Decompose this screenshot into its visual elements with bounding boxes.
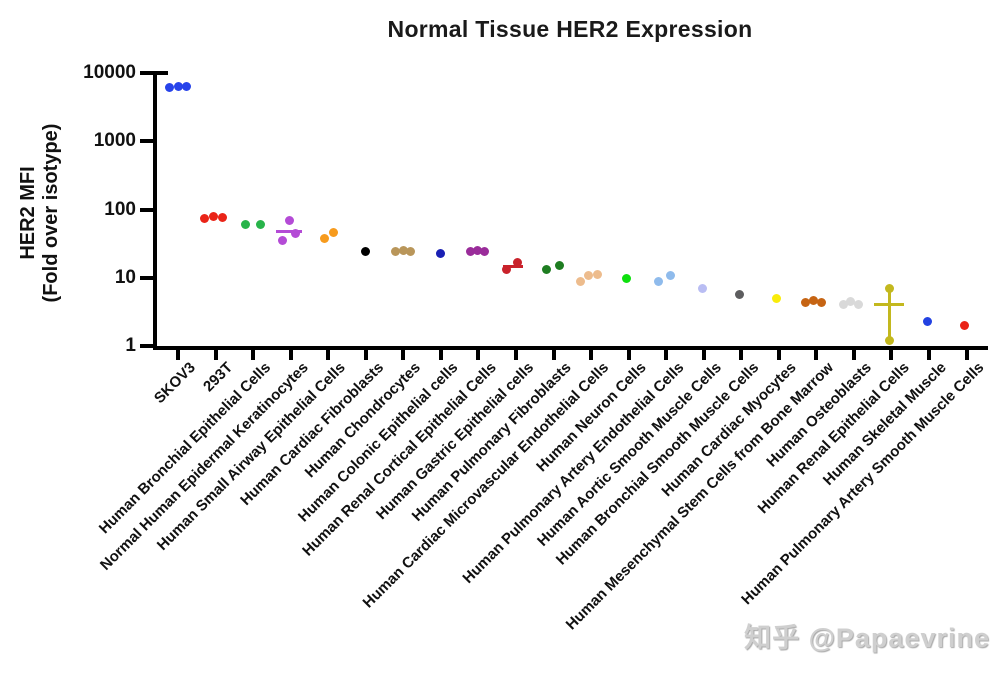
data-point (173, 81, 183, 91)
data-point (808, 295, 818, 305)
x-axis-category-label-text: SKOV3 (151, 359, 200, 407)
data-point (164, 82, 174, 92)
data-point (922, 316, 932, 326)
data-point (583, 270, 593, 280)
data-point (816, 297, 826, 307)
data-point (592, 269, 602, 279)
watermark: 知乎 @Papaevrine (744, 623, 990, 653)
x-tick (701, 350, 706, 360)
data-point (200, 214, 210, 224)
x-tick (664, 350, 669, 360)
x-tick (513, 350, 518, 360)
data-point (884, 335, 894, 345)
data-point (622, 273, 632, 283)
x-axis-line (153, 346, 988, 350)
data-point (800, 297, 810, 307)
x-tick (851, 350, 856, 360)
y-tick (140, 207, 153, 212)
data-point (472, 246, 482, 256)
data-point (278, 236, 288, 246)
y-tick (140, 71, 168, 75)
data-point (218, 213, 228, 223)
data-point (698, 283, 708, 293)
data-point (960, 320, 970, 330)
y-tick (140, 139, 153, 144)
x-tick (476, 350, 481, 360)
data-point (361, 247, 371, 257)
data-point (513, 257, 523, 267)
data-point (436, 248, 446, 258)
x-tick (776, 350, 781, 360)
y-axis-label: HER2 MFI (Fold over isotype) (17, 113, 63, 313)
data-point (255, 219, 265, 229)
error-bar (887, 288, 891, 341)
data-point (240, 219, 250, 229)
data-point (846, 296, 856, 306)
data-point (839, 299, 849, 309)
x-tick (589, 350, 594, 360)
y-tick-label: 1 (125, 335, 136, 356)
mean-bar (275, 230, 302, 234)
y-tick (140, 344, 153, 348)
data-point (665, 270, 675, 280)
x-tick (363, 350, 368, 360)
mean-bar (874, 303, 905, 307)
x-tick (213, 350, 218, 360)
data-point (502, 264, 512, 274)
data-point (209, 212, 219, 222)
y-tick-label: 10 (114, 266, 136, 288)
y-axis-label-line2: (Fold over isotype) (40, 123, 62, 303)
x-tick (326, 350, 331, 360)
data-point (291, 228, 301, 238)
y-tick-label: 1000 (93, 130, 136, 152)
x-tick (251, 350, 256, 360)
data-point (390, 247, 400, 257)
x-tick (551, 350, 556, 360)
y-axis-label-line1: HER2 MFI (17, 166, 39, 260)
data-point (285, 215, 295, 225)
data-point (575, 276, 585, 286)
x-tick (288, 350, 293, 360)
x-tick (401, 350, 406, 360)
y-tick-label: 10000 (83, 62, 136, 83)
data-point (405, 247, 415, 257)
chart-title: Normal Tissue HER2 Expression (387, 16, 753, 42)
y-tick (140, 275, 153, 280)
data-point (772, 293, 782, 303)
x-tick (964, 350, 969, 360)
x-tick (176, 350, 180, 360)
data-point (854, 299, 864, 309)
y-tick-label: 100 (104, 198, 136, 220)
y-axis-line (153, 71, 157, 350)
data-point (734, 290, 744, 300)
data-point (465, 247, 475, 257)
data-point (653, 276, 663, 286)
data-point (319, 233, 329, 243)
x-tick (814, 350, 819, 360)
x-tick (927, 350, 931, 360)
data-point (542, 265, 551, 275)
mean-bar (502, 264, 523, 268)
data-point (328, 228, 338, 238)
x-tick (438, 350, 443, 360)
data-point (479, 247, 489, 257)
data-point (555, 260, 564, 270)
data-point (181, 82, 191, 92)
data-point (398, 246, 408, 256)
data-point (884, 283, 894, 293)
x-tick (626, 350, 631, 360)
x-tick (739, 350, 744, 360)
x-tick (889, 350, 894, 360)
